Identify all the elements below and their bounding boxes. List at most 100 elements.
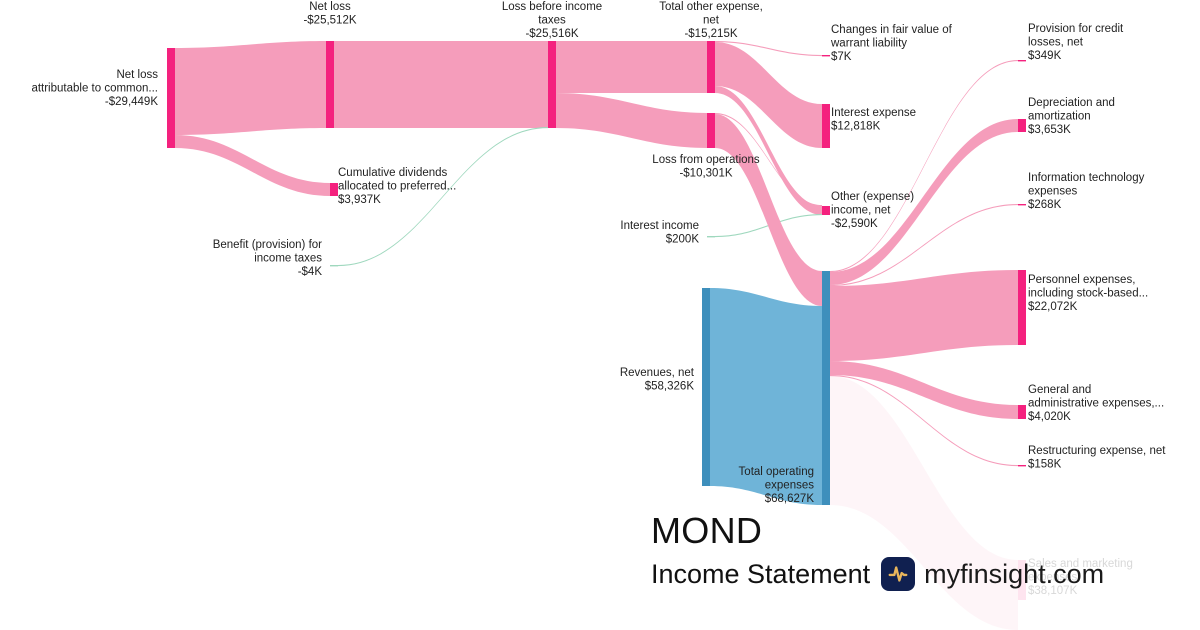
node-label-line: -$15,215K xyxy=(684,28,737,40)
sankey-link xyxy=(715,42,822,148)
sankey-node[interactable] xyxy=(1018,60,1026,62)
node-label: General and administrative expenses,... $4… xyxy=(1028,384,1164,423)
node-label-line: -$2,590K xyxy=(831,218,878,230)
node-label-line: $38,107K xyxy=(1028,585,1078,597)
sankey-node[interactable] xyxy=(702,288,710,486)
node-label: Information technology expenses $268K xyxy=(1028,172,1145,211)
sankey-link xyxy=(556,41,707,93)
sankey-node[interactable] xyxy=(1018,270,1026,345)
node-label-line: $12,818K xyxy=(831,121,881,133)
node-label-line: Changes in fair value of xyxy=(831,24,953,36)
node-label-line: amortization xyxy=(1028,111,1091,123)
node-label-line: administrative expenses,... xyxy=(1028,398,1164,410)
node-label-line: Total operating xyxy=(739,466,814,478)
node-label-line: Sales and marketing xyxy=(1028,558,1133,570)
sankey-node[interactable] xyxy=(326,41,334,128)
sankey-node[interactable] xyxy=(822,104,830,148)
sankey-link xyxy=(334,41,548,128)
node-label-line: -$25,512K xyxy=(303,15,356,27)
sankey-link xyxy=(715,113,822,207)
node-label: Total operating expenses $68,627K xyxy=(739,466,815,505)
sankey-link xyxy=(830,375,1018,467)
sankey-node[interactable] xyxy=(548,41,556,128)
node-label-line: Information technology xyxy=(1028,172,1145,184)
sankey-node[interactable] xyxy=(707,113,715,148)
sankey-node[interactable] xyxy=(1018,560,1026,600)
node-label-line: Personnel expenses, xyxy=(1028,274,1135,286)
node-label: Interest income $200K xyxy=(620,220,699,246)
sankey-link xyxy=(715,86,822,215)
node-label-line: Net loss xyxy=(309,1,351,13)
node-label: Net loss attributable to common... -$29,44… xyxy=(31,69,158,108)
node-label: Total other expense, net -$15,215K xyxy=(659,1,763,40)
node-label: Net loss -$25,512K xyxy=(303,1,356,27)
sankey-link xyxy=(710,288,822,505)
sankey-link xyxy=(338,127,548,267)
sankey-node[interactable] xyxy=(822,206,830,215)
node-label-line: $58,326K xyxy=(645,381,695,393)
node-label-line: $158K xyxy=(1028,459,1062,471)
node-label-line: General and xyxy=(1028,384,1091,396)
node-label: Other (expense) income, net -$2,590K xyxy=(831,191,914,230)
node-label: Loss before income taxes -$25,516K xyxy=(502,1,602,40)
node-label-line: expenses xyxy=(765,480,814,492)
node-label-line: -$29,449K xyxy=(105,96,158,108)
node-label: Sales and marketing expenses $38,107K xyxy=(1028,558,1133,597)
node-label-line: losses, net xyxy=(1028,37,1084,49)
node-label-line: taxes xyxy=(538,15,566,27)
node-label-line: Revenues, net xyxy=(620,367,695,379)
sankey-link xyxy=(830,204,1018,287)
sankey-node[interactable] xyxy=(330,183,338,196)
sankey-node[interactable] xyxy=(1018,204,1026,206)
node-label-line: income taxes xyxy=(254,253,322,265)
node-label-line: Loss before income xyxy=(502,1,602,13)
node-label-line: net xyxy=(703,15,720,27)
sankey-node[interactable] xyxy=(822,271,830,505)
sankey-node[interactable] xyxy=(167,48,175,148)
sankey-node[interactable] xyxy=(707,236,715,238)
node-label-line: -$10,301K xyxy=(679,168,732,180)
sankey-link xyxy=(830,270,1018,361)
node-label-line: $3,937K xyxy=(338,194,381,206)
sankey-node[interactable] xyxy=(1018,405,1026,419)
node-label: Restructuring expense, net $158K xyxy=(1028,445,1166,471)
node-label-line: $3,653K xyxy=(1028,124,1071,136)
node-label-line: Interest income xyxy=(620,220,699,232)
sankey-link xyxy=(715,41,822,57)
node-label-line: Cumulative dividends xyxy=(338,167,448,179)
sankey-link xyxy=(556,93,707,148)
node-label-line: -$4K xyxy=(298,266,323,278)
sankey-node[interactable] xyxy=(330,265,338,267)
sankey-nodes xyxy=(167,41,1026,600)
node-label-line: -$25,516K xyxy=(525,28,578,40)
sankey-link xyxy=(830,119,1018,285)
sankey-link xyxy=(830,376,1018,630)
node-label-line: Restructuring expense, net xyxy=(1028,445,1166,457)
node-label-line: $7K xyxy=(831,51,852,63)
sankey-node[interactable] xyxy=(1018,465,1026,467)
node-label-line: attributable to common... xyxy=(31,83,158,95)
node-label-line: $22,072K xyxy=(1028,301,1078,313)
node-label-line: including stock-based... xyxy=(1028,288,1148,300)
node-label: Cumulative dividends allocated to preferr… xyxy=(338,167,456,206)
node-label-line: Total other expense, xyxy=(659,1,763,13)
node-label: Revenues, net $58,326K xyxy=(620,367,695,393)
sankey-link xyxy=(175,41,326,135)
sankey-node[interactable] xyxy=(707,41,715,93)
node-label-line: Benefit (provision) for xyxy=(213,239,322,251)
node-label-line: Loss from operations xyxy=(652,154,760,166)
sankey-link xyxy=(830,361,1018,419)
node-label: Loss from operations -$10,301K xyxy=(652,154,760,180)
node-label-line: income, net xyxy=(831,205,891,217)
sankey-node[interactable] xyxy=(1018,119,1026,132)
node-label-line: Provision for credit xyxy=(1028,23,1124,35)
node-label: Personnel expenses, including stock-based… xyxy=(1028,274,1148,313)
node-label-line: expenses xyxy=(1028,572,1077,584)
node-label-line: expenses xyxy=(1028,186,1077,198)
node-label-line: $68,627K xyxy=(765,493,815,505)
sankey-link xyxy=(830,60,1018,273)
node-label-line: $4,020K xyxy=(1028,411,1071,423)
sankey-node[interactable] xyxy=(822,55,830,57)
